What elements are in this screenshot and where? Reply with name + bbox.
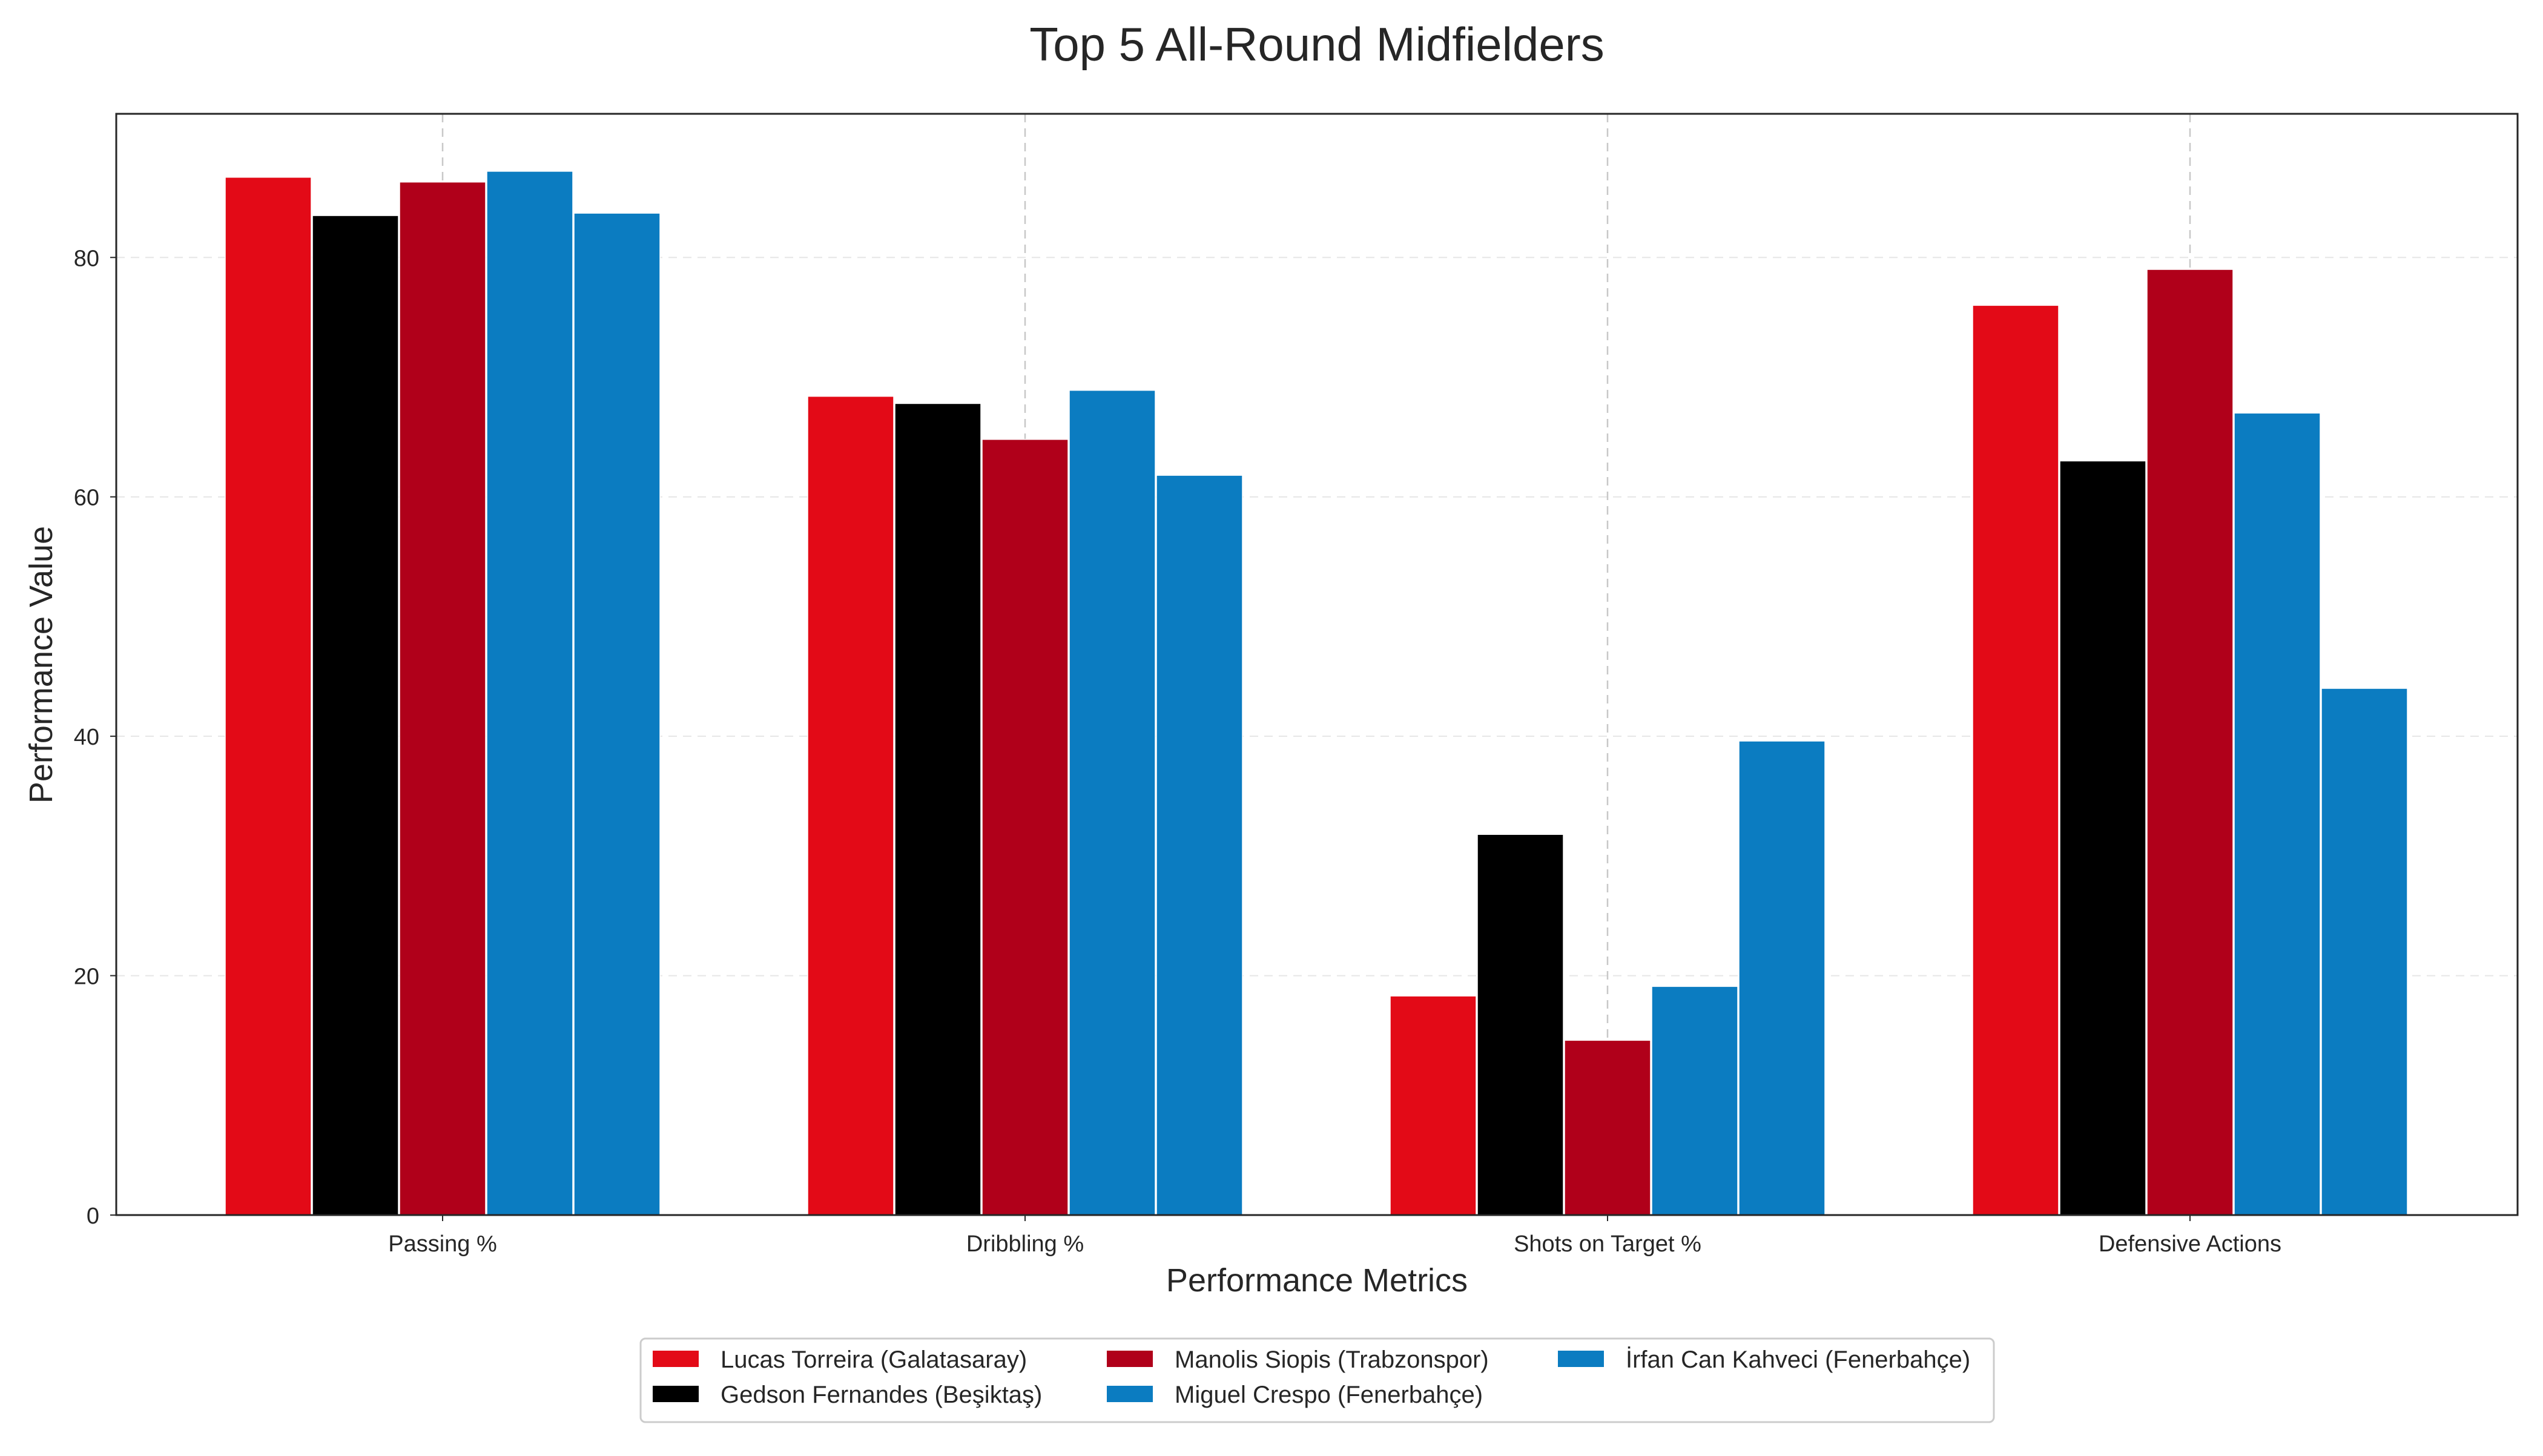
x-tick-label: Defensive Actions [2099,1231,2281,1257]
legend-swatch [1558,1351,1604,1367]
bar [399,181,486,1216]
legend-swatch [653,1351,699,1367]
bar [894,403,981,1216]
bar [981,439,1069,1216]
y-tick-label: 20 [74,964,99,990]
x-axis-label: Performance Metrics [1166,1262,1468,1299]
y-axis: 0 20 40 60 80 [74,246,116,1229]
y-tick-label: 80 [74,246,99,271]
bar [225,177,312,1216]
chart-title: Top 5 All-Round Midfielders [1029,18,1604,71]
bar [807,395,894,1216]
y-tick-label: 0 [87,1204,99,1229]
bars-layer [225,171,2408,1216]
bar [1390,995,1477,1216]
y-tick-label: 60 [74,486,99,511]
legend-frame [639,1337,1995,1423]
bar [1564,1039,1651,1216]
legend-label: İrfan Can Kahveci (Fenerbahçe) [1626,1346,1970,1373]
bar [2234,412,2321,1216]
bar [486,171,573,1216]
legend-swatch [1107,1351,1153,1367]
bar [1069,389,1156,1216]
x-axis: Passing % Dribbling % Shots on Target % Def… [388,1215,2281,1257]
x-tick-label: Shots on Target % [1514,1231,1701,1257]
legend-label: Miguel Crespo (Fenerbahçe) [1175,1382,1483,1408]
bar [1651,986,1738,1216]
legend-swatch [653,1386,699,1402]
bar [573,212,661,1216]
bar [2146,269,2234,1216]
plot-frame [115,113,2519,1216]
legend-label: Lucas Torreira (Galatasaray) [721,1346,1027,1373]
bar [312,215,399,1216]
y-axis-label: Performance Value [23,526,59,803]
legend-swatch [1107,1386,1153,1402]
bar [1972,305,2059,1216]
x-tick-label: Passing % [388,1231,497,1257]
legend: Lucas Torreira (Galatasaray) Gedson Ferna… [639,1337,1995,1423]
bar [1477,834,1564,1216]
bar [2321,688,2408,1216]
legend-label: Manolis Siopis (Trabzonspor) [1175,1346,1489,1373]
y-tick-label: 40 [74,725,99,750]
x-tick-label: Dribbling % [966,1231,1084,1257]
legend-label: Gedson Fernandes (Beşiktaş) [721,1382,1042,1408]
bar [1738,740,1826,1216]
bar [1156,475,1243,1216]
bar [2059,460,2146,1216]
